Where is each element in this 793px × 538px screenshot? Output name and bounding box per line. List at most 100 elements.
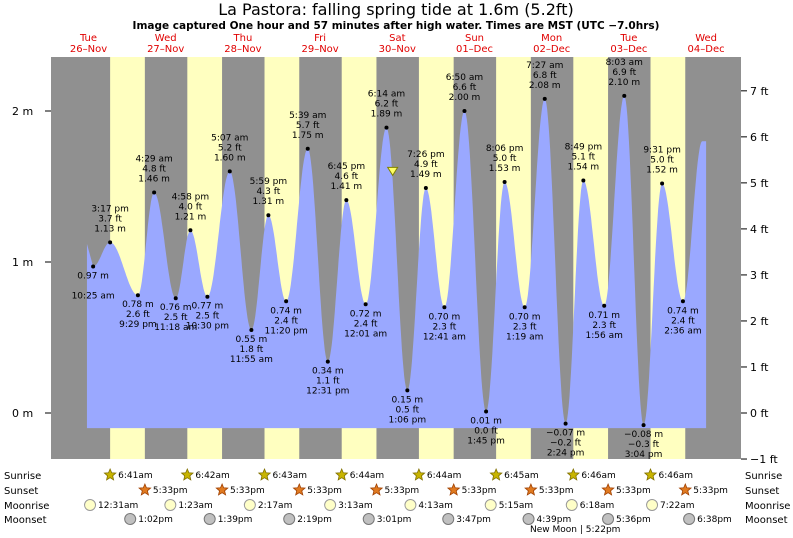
- day-date: 03–Dec: [610, 44, 647, 55]
- tide-label: 1:06 pm: [389, 415, 427, 425]
- tide-label: 1.60 m: [214, 153, 246, 163]
- tide-curve: [86, 95, 707, 429]
- tide-point: [542, 96, 547, 101]
- tide-label: 1.21 m: [175, 212, 207, 222]
- tide-label: 5.0 ft: [493, 154, 517, 164]
- tide-point: [462, 109, 467, 113]
- day-date: 02–Dec: [533, 44, 570, 55]
- tide-label: 1.46 m: [138, 175, 170, 185]
- moonset-icon: [362, 513, 375, 525]
- tide-label: 11:55 am: [230, 355, 273, 365]
- tide-label: 1:56 am: [586, 331, 623, 341]
- tide-point: [344, 198, 349, 203]
- tide-label: 1.1 ft: [316, 377, 340, 387]
- tide-point: [680, 299, 685, 304]
- tide-point: [135, 293, 140, 298]
- day-name: Wed: [695, 33, 717, 44]
- tide-point: [442, 305, 447, 310]
- tide-label: 2.10 m: [608, 78, 640, 88]
- astro-table: Sunrise Sunrise Sunset Sunset Moonrise Moonri…: [4, 467, 790, 526]
- moonset-time: 4:39pm: [537, 515, 572, 525]
- tide-point: [91, 264, 96, 269]
- sunset-icon: [369, 482, 384, 496]
- tide-label: 1.31 m: [253, 197, 285, 207]
- sunset-time: 5:33pm: [384, 486, 419, 496]
- tide-label: 5.1 ft: [571, 152, 595, 162]
- tide-label: 7:26 pm: [407, 150, 445, 160]
- y-tick-label-ft: 4 ft: [750, 223, 769, 236]
- tide-label: −0.08 m: [624, 430, 663, 440]
- current-level-marker: [386, 166, 399, 177]
- day-date: 04–Dec: [688, 44, 725, 55]
- tide-label: 6:45 pm: [328, 162, 366, 172]
- tide-label: 2.4 ft: [671, 316, 695, 326]
- tide-label: 1.41 m: [331, 182, 363, 192]
- day-name: Fri: [314, 33, 326, 44]
- sunset-time: 5:33pm: [462, 486, 497, 496]
- tide-label: 2.00 m: [449, 93, 481, 103]
- moonset-icon: [442, 513, 455, 525]
- sunset-icon: [446, 482, 461, 496]
- new-moon-label: New Moon | 5:22pm: [530, 525, 620, 535]
- tide-label: 12:31 pm: [306, 387, 349, 397]
- moonrise-time: 7:22am: [660, 501, 695, 511]
- tide-point: [305, 146, 310, 151]
- tide-label: 0.70 m: [429, 312, 461, 322]
- axes: 0 m 1 m 2 m −1 ft 0 ft 1 ft 2 ft 3 ft 4 ft 5 ft 6 …: [12, 85, 778, 466]
- astro-row-label-right: Moonrise: [745, 501, 790, 512]
- tide-label: 2:36 am: [664, 326, 701, 336]
- sunset-time: 5:33pm: [307, 486, 342, 496]
- sunrise-time: 6:45am: [504, 471, 538, 481]
- tide-label: 6:14 am: [368, 90, 405, 100]
- tide-label: 0.70 m: [509, 312, 541, 322]
- sunrise-time: 6:43am: [273, 471, 308, 481]
- tide-label: 0.72 m: [350, 309, 382, 319]
- tide-label: 2.6 ft: [126, 310, 150, 320]
- y-tick-label-ft: 7 ft: [750, 85, 769, 98]
- tide-point: [622, 93, 627, 98]
- tide-label: 0.5 ft: [395, 405, 419, 415]
- sunset-icon: [601, 482, 615, 496]
- sunset-icon: [292, 482, 307, 496]
- tide-label: 4.9 ft: [414, 160, 438, 170]
- sunrise-time: 6:44am: [350, 471, 385, 481]
- tide-label: 2.5 ft: [196, 312, 220, 322]
- tide-label: 9:29 pm: [119, 320, 157, 330]
- tide-label: 2.08 m: [529, 81, 561, 91]
- tide-label: 6.6 ft: [453, 83, 477, 93]
- moonrise-icon: [646, 499, 659, 511]
- moonset-icon: [522, 513, 535, 525]
- moonrise-icon: [565, 499, 578, 511]
- day-date: 01–Dec: [456, 44, 493, 55]
- moonset-time: 3:47pm: [456, 515, 491, 525]
- astro-row-label-left: Sunset: [4, 486, 38, 497]
- tide-label: 5.0 ft: [650, 155, 674, 165]
- day-labels: Tue26–NovWed27–NovThu28–NovFri29–NovSat3…: [70, 33, 725, 55]
- sunrise-icon: [643, 467, 658, 481]
- tide-label: 1.8 ft: [240, 345, 264, 355]
- tide-label: 0.76 m: [160, 303, 192, 313]
- moonset-icon: [683, 513, 696, 525]
- tide-point: [205, 294, 210, 299]
- tide-label: 0.0 ft: [474, 426, 498, 436]
- tide-label: 4.3 ft: [257, 187, 281, 197]
- tide-label: 8:06 pm: [486, 144, 524, 154]
- tide-label: 1.89 m: [371, 110, 403, 120]
- tide-label: 10:25 am: [72, 292, 115, 302]
- tide-label: 3:17 pm: [91, 204, 129, 214]
- tide-point: [602, 303, 607, 308]
- tide-point: [266, 213, 271, 218]
- y-tick-label-m: 1 m: [12, 256, 33, 269]
- tide-label: 11:18 am: [154, 323, 197, 333]
- astro-row-label-left: Moonrise: [4, 501, 49, 512]
- day-name: Sun: [465, 33, 484, 44]
- tide-point: [284, 299, 289, 304]
- tide-point: [173, 296, 178, 301]
- tide-point: [563, 421, 568, 426]
- sunset-time: 5:33pm: [693, 486, 728, 496]
- tide-label: 3.7 ft: [98, 214, 122, 224]
- tide-point: [384, 125, 389, 130]
- tide-label: 8:03 am: [606, 58, 643, 68]
- tide-label: 0.77 m: [192, 302, 224, 312]
